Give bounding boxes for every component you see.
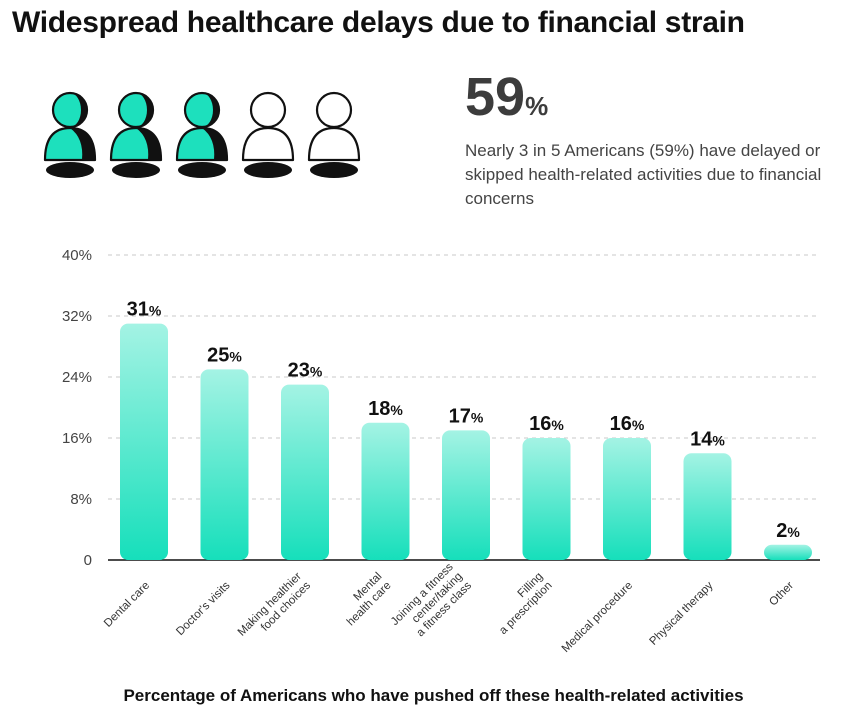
bar-value-label: 16%: [529, 413, 564, 435]
bar-chart: 0 8% 16% 24% 32% 40% 31% 25% 23% 18% 17% 16% 16% 14%…: [62, 247, 820, 655]
bar: [281, 384, 329, 560]
person-icon-filled: [109, 91, 163, 178]
person-icon-outline: [307, 91, 361, 178]
bar-value-label: 18%: [368, 398, 403, 420]
bar-value-label: 23%: [288, 360, 323, 382]
x-tick-label: Doctor's visits: [174, 579, 233, 638]
x-tick-label: Mentalhealth care: [336, 570, 394, 628]
person-icon-filled: [43, 91, 97, 178]
bar: [361, 422, 410, 560]
bar: [764, 544, 812, 560]
person-icon-filled: [175, 91, 229, 178]
bar: [120, 323, 168, 560]
bar: [200, 369, 249, 560]
x-tick-label: Dental care: [102, 580, 152, 630]
stat-unit: %: [525, 91, 549, 121]
x-tick-label: Fillinga prescription: [488, 570, 555, 637]
bar: [683, 453, 732, 560]
bar-value-label: 16%: [610, 413, 645, 435]
bar-value-label: 31%: [127, 299, 162, 321]
y-tick-label: 0: [84, 552, 92, 569]
bar-value-label: 17%: [449, 405, 484, 427]
y-tick-label: 32%: [62, 308, 92, 325]
x-tick-label: Making healthierfood choices: [236, 570, 314, 648]
person-icon-outline: [241, 91, 295, 178]
x-tick-label: Other: [767, 580, 796, 609]
bar: [442, 430, 490, 560]
y-tick-label: 40%: [62, 247, 92, 264]
x-tick-label: Joining a fitnesscenter/takinga fitness …: [389, 561, 474, 646]
stat-number: 59: [465, 67, 526, 127]
bar: [603, 438, 651, 560]
stat-description: Nearly 3 in 5 Americans (59%) have delay…: [465, 141, 822, 208]
y-tick-label: 16%: [62, 430, 92, 447]
people-icon-row: [43, 91, 361, 178]
stat-value: 59%: [465, 66, 865, 137]
bar-value-label: 2%: [776, 520, 800, 542]
chart-title: Widespread healthcare delays due to fina…: [12, 6, 745, 39]
x-tick-label: Medical procedure: [560, 580, 635, 655]
bar-value-label: 14%: [690, 428, 725, 450]
bar: [522, 438, 571, 560]
y-tick-label: 8%: [70, 491, 92, 508]
bar-value-label: 25%: [207, 344, 242, 366]
y-tick-label: 24%: [62, 369, 92, 386]
headline-stat: 59% Nearly 3 in 5 Americans (59%) have d…: [465, 66, 865, 211]
chart-caption: Percentage of Americans who have pushed …: [123, 686, 744, 705]
x-tick-label: Physical therapy: [647, 579, 715, 647]
